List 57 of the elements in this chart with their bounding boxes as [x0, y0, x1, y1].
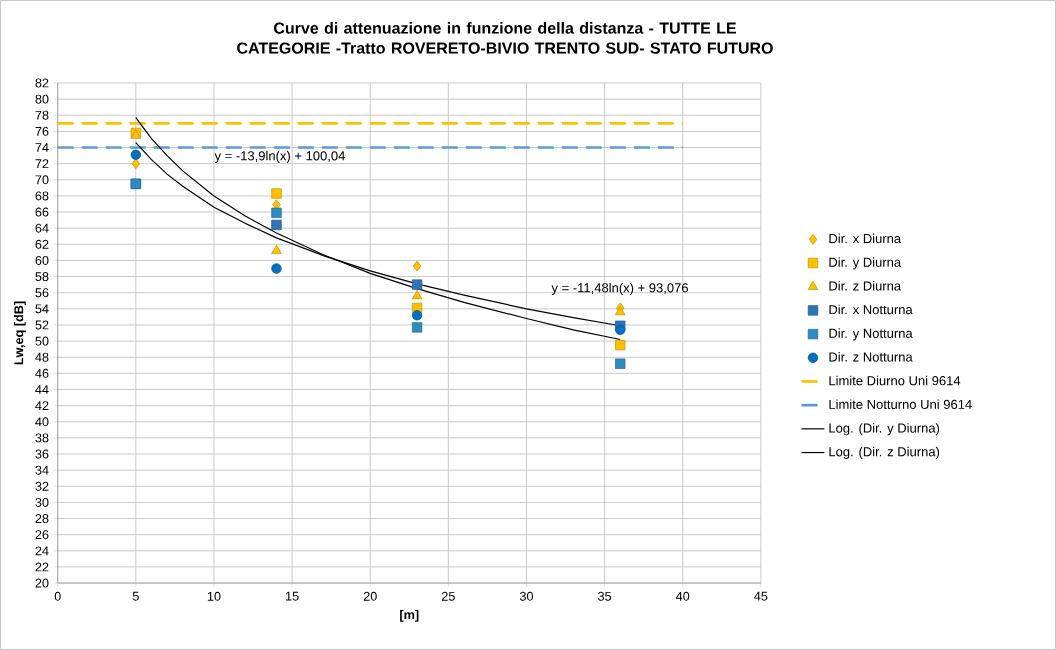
- x-tick-label: 45: [754, 591, 768, 601]
- legend-label: Dir. z Diurna: [829, 281, 902, 291]
- y-tick-label: 50: [35, 336, 49, 346]
- x-tick-label: 40: [675, 591, 690, 601]
- y-tick-label: 80: [35, 94, 49, 104]
- chart-title: Curve di attenuazione in funzione della distanza - TUTTE LE CATEGORIE -Tratto ROVERETO-BIVIO TRENTO SUD- STATO FUTURO: [237, 22, 773, 54]
- y-tick-label: 44: [35, 385, 49, 394]
- y-tick-label: 52: [35, 320, 49, 330]
- legend-label: Limite Notturno Uni 9614: [829, 399, 972, 410]
- y-tick-label: 68: [35, 191, 49, 201]
- y-tick-label: 40: [35, 417, 49, 427]
- y-tick-label: 62: [35, 239, 49, 249]
- x-tick-label: 10: [207, 591, 221, 601]
- y-axis-title: Lw,eq [dB]: [13, 301, 26, 365]
- legend-label: Limite Diurno Uni 9614: [829, 375, 961, 386]
- x-tick-label: 0: [54, 591, 61, 601]
- y-tick-label: 78: [35, 110, 49, 120]
- legend-label: Dir. x Notturna: [829, 304, 913, 315]
- y-tick-label: 60: [35, 255, 49, 265]
- y-tick-label: 54: [35, 304, 49, 314]
- y-tick-label: 20: [35, 578, 49, 588]
- annotation: y = -13,9ln(x) + 100,04: [214, 150, 345, 164]
- y-tick-label: 46: [35, 368, 49, 378]
- y-tick-label: 42: [35, 401, 49, 411]
- x-tick-label: 30: [519, 591, 534, 601]
- y-tick-label: 64: [35, 223, 49, 233]
- y-tick-label: 74: [35, 143, 49, 152]
- x-tick-label: 5: [132, 591, 139, 601]
- y-tick-label: 24: [35, 546, 49, 556]
- annotation: y = -11,48ln(x) + 93,076: [551, 282, 688, 296]
- y-tick-label: 34: [35, 465, 49, 475]
- legend-label: Dir. x Diurna: [829, 233, 902, 244]
- y-tick-label: 28: [35, 514, 49, 524]
- y-tick-label: 82: [35, 78, 49, 88]
- y-tick-label: 26: [35, 530, 49, 540]
- x-tick-label: 25: [441, 591, 455, 601]
- legend-label: Log. (Dir. y Diurna): [829, 423, 940, 436]
- y-tick-label: 22: [35, 562, 49, 572]
- y-tick-label: 36: [35, 449, 49, 459]
- legend-label: Dir. z Notturna: [829, 352, 913, 362]
- x-tick-label: 35: [598, 591, 612, 601]
- legend-label: Log. (Dir. z Diurna): [829, 446, 940, 459]
- y-tick-label: 32: [35, 481, 49, 491]
- legend-label: Dir. y Notturna: [829, 328, 913, 341]
- y-tick-label: 70: [35, 175, 49, 185]
- y-tick-label: 58: [35, 272, 49, 282]
- x-tick-label: 15: [286, 591, 299, 601]
- x-tick-label: 20: [363, 591, 377, 601]
- y-tick-label: 30: [35, 497, 49, 507]
- y-tick-label: 48: [35, 352, 49, 362]
- y-tick-label: 56: [35, 288, 49, 298]
- legend-label: Dir. y Diurna: [829, 257, 902, 270]
- y-tick-label: 38: [35, 433, 49, 443]
- y-tick-label: 72: [35, 159, 49, 169]
- y-tick-label: 66: [35, 207, 49, 217]
- x-axis-title: [m]: [400, 609, 419, 622]
- y-tick-label: 76: [35, 126, 49, 136]
